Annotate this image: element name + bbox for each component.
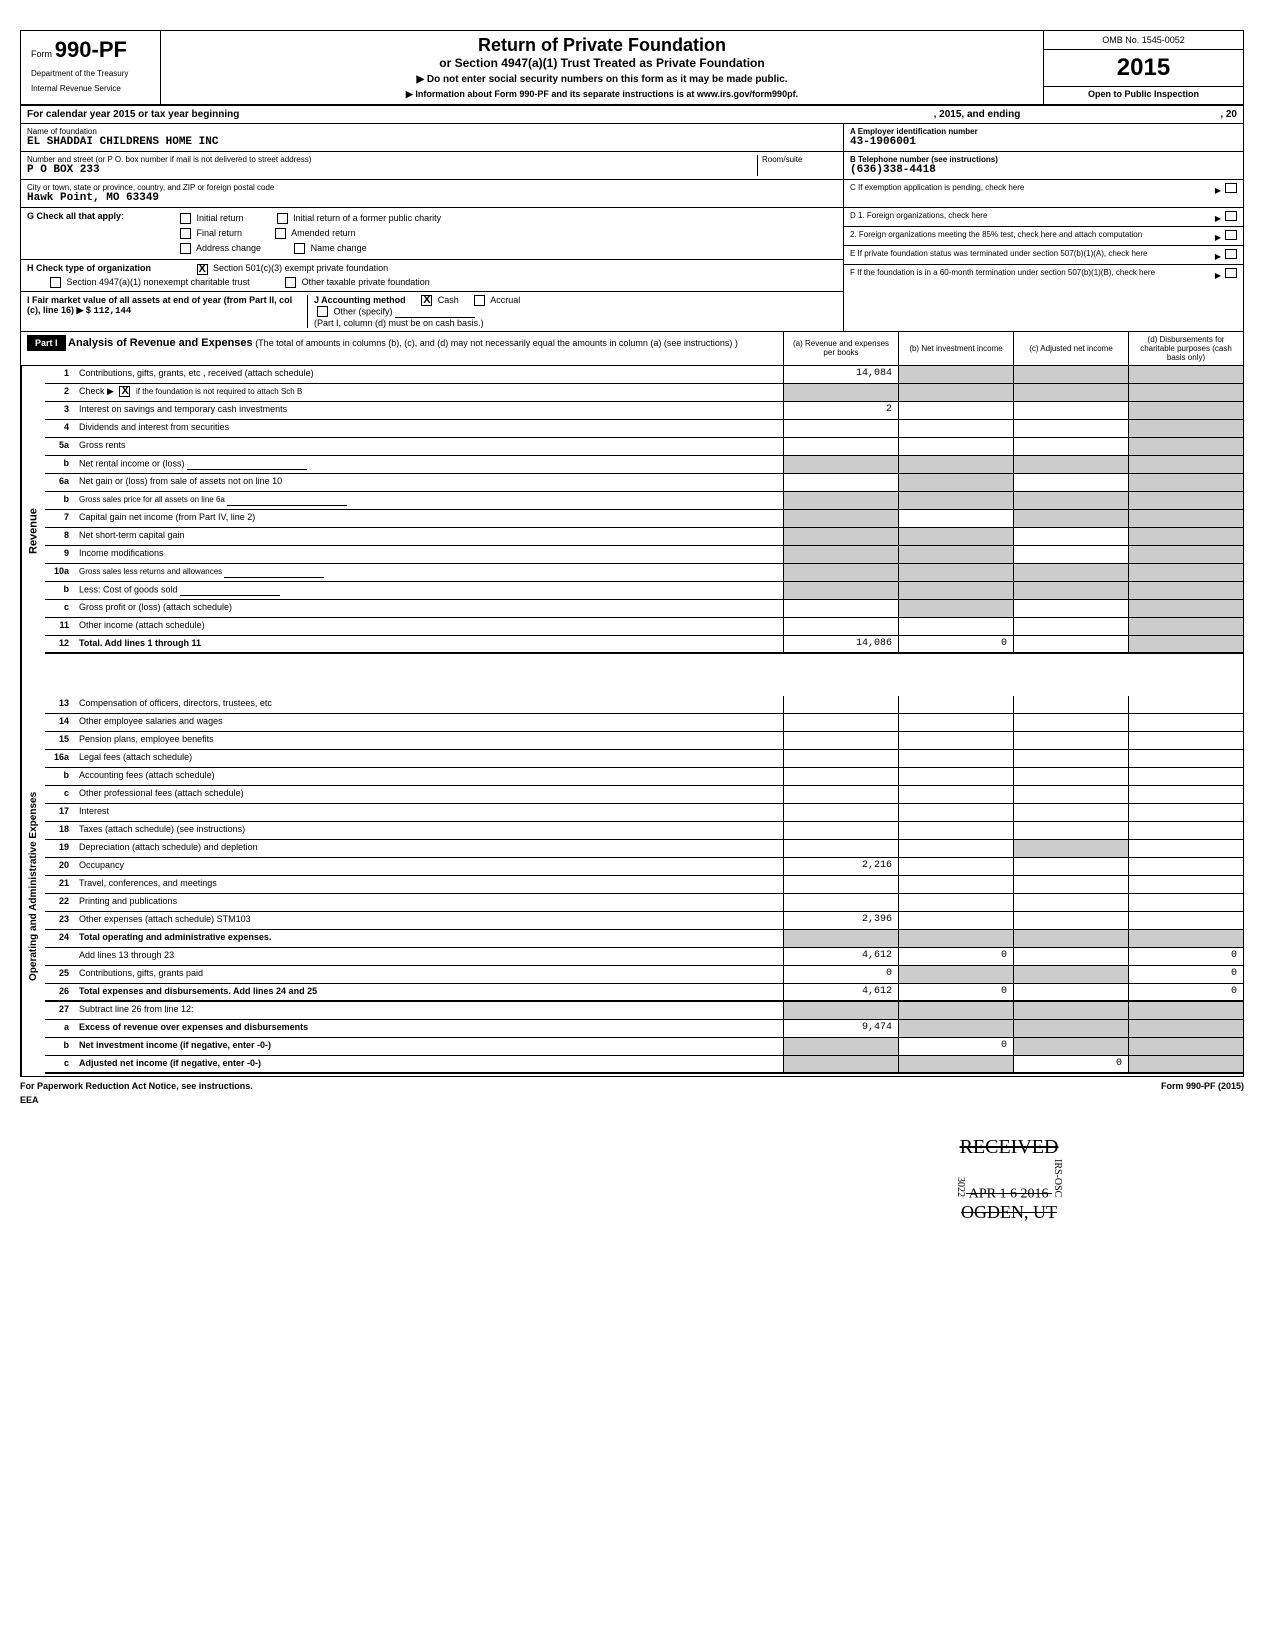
foundation-name: EL SHADDAI CHILDRENS HOME INC xyxy=(27,136,837,148)
period-row: For calendar year 2015 or tax year begin… xyxy=(21,106,1243,124)
revenue-side-label: Revenue xyxy=(21,366,45,696)
foundation-info: Name of foundation EL SHADDAI CHILDRENS … xyxy=(21,124,1243,208)
ein-label: A Employer identification number xyxy=(850,127,1237,136)
cb-sch-b[interactable] xyxy=(119,386,130,397)
cb-name-change[interactable] xyxy=(294,243,305,254)
paperwork-notice: For Paperwork Reduction Act Notice, see … xyxy=(20,1081,253,1091)
e-label: E If private foundation status was termi… xyxy=(850,249,1147,261)
irs-label: Internal Revenue Service xyxy=(31,84,150,93)
initial-return-label: Initial return xyxy=(197,213,244,223)
tax-year: 2015 xyxy=(1044,50,1243,86)
col-c-header: (c) Adjusted net income xyxy=(1013,332,1128,365)
omb-number: OMB No. 1545-0052 xyxy=(1044,31,1243,50)
expenses-side-label: Operating and Administrative Expenses xyxy=(21,696,45,1076)
fmv-value: 112,144 xyxy=(93,306,131,316)
ein-value: 43-1906001 xyxy=(850,136,1237,148)
phone-value: (636)338-4418 xyxy=(850,164,1237,176)
opt-501c3: Section 501(c)(3) exempt private foundat… xyxy=(213,263,388,273)
form-reference: Form 990-PF (2015) xyxy=(1161,1081,1244,1091)
name-change-label: Name change xyxy=(311,243,367,253)
name-label: Name of foundation xyxy=(27,127,837,136)
h-label: H Check type of organization xyxy=(27,263,151,273)
subtitle: or Section 4947(a)(1) Trust Treated as P… xyxy=(171,56,1033,70)
room-label: Room/suite xyxy=(762,155,837,164)
final-return-label: Final return xyxy=(197,228,243,238)
j-label: J Accounting method xyxy=(314,295,406,305)
opt-4947: Section 4947(a)(1) nonexempt charitable … xyxy=(67,277,250,287)
city-label: City or town, state or province, country… xyxy=(27,183,837,192)
open-inspection: Open to Public Inspection xyxy=(1044,86,1243,101)
year-box: OMB No. 1545-0052 2015 Open to Public In… xyxy=(1043,31,1243,104)
period-mid: , 2015, and ending xyxy=(934,109,1021,120)
cb-other-method[interactable] xyxy=(317,306,328,317)
opt-other-taxable: Other taxable private foundation xyxy=(302,277,430,287)
cb-final-return[interactable] xyxy=(180,228,191,239)
accrual-label: Accrual xyxy=(490,295,520,305)
foundation-address: P O BOX 233 xyxy=(27,164,757,176)
initial-former-label: Initial return of a former public charit… xyxy=(293,213,441,223)
instruction-2: ▶ Information about Form 990-PF and its … xyxy=(171,89,1033,100)
period-end: , 20 xyxy=(1220,109,1237,120)
page-footer: For Paperwork Reduction Act Notice, see … xyxy=(20,1077,1244,1095)
amended-label: Amended return xyxy=(291,228,356,238)
cb-amended[interactable] xyxy=(275,228,286,239)
cb-address-change[interactable] xyxy=(180,243,191,254)
revenue-expense-table: RECEIVED 3022 APR 1 6 2016 IRS-OSC OGDEN… xyxy=(21,366,1243,1076)
col-b-header: (b) Net investment income xyxy=(898,332,1013,365)
part1-header-row: Part I Analysis of Revenue and Expenses … xyxy=(21,332,1243,366)
col-a-header: (a) Revenue and expenses per books xyxy=(783,332,898,365)
foundation-city: Hawk Point, MO 63349 xyxy=(27,192,837,204)
received-stamp: RECEIVED 3022 APR 1 6 2016 IRS-OSC OGDEN… xyxy=(955,1136,1063,1223)
c-label: C If exemption application is pending, c… xyxy=(850,183,1024,195)
instruction-1: ▶ Do not enter social security numbers o… xyxy=(171,74,1033,85)
i-label: I Fair market value of all assets at end… xyxy=(27,295,292,315)
phone-label: B Telephone number (see instructions) xyxy=(850,155,1237,164)
d2-label: 2. Foreign organizations meeting the 85%… xyxy=(850,230,1142,242)
part1-note: (The total of amounts in columns (b), (c… xyxy=(255,338,738,348)
other-method-label: Other (specify) xyxy=(334,306,393,316)
form-990pf: Form 990-PF Department of the Treasury I… xyxy=(20,30,1244,1077)
part1-title: Analysis of Revenue and Expenses xyxy=(68,337,253,349)
period-text: For calendar year 2015 or tax year begin… xyxy=(27,109,239,120)
cb-accrual[interactable] xyxy=(474,295,485,306)
form-number: 990-PF xyxy=(55,37,127,62)
addr-label: Number and street (or P O. box number if… xyxy=(27,155,757,164)
title-box: Return of Private Foundation or Section … xyxy=(161,31,1043,104)
form-label: Form xyxy=(31,49,52,59)
d1-label: D 1. Foreign organizations, check here xyxy=(850,211,987,223)
cb-initial-former[interactable] xyxy=(277,213,288,224)
f-label: F If the foundation is in a 60-month ter… xyxy=(850,268,1155,280)
form-header: Form 990-PF Department of the Treasury I… xyxy=(21,31,1243,106)
cb-4947[interactable] xyxy=(50,277,61,288)
eea-label: EEA xyxy=(20,1095,1244,1105)
cb-cash[interactable] xyxy=(421,295,432,306)
cb-other-taxable[interactable] xyxy=(285,277,296,288)
cb-501c3[interactable] xyxy=(197,264,208,275)
cb-initial-return[interactable] xyxy=(180,213,191,224)
main-title: Return of Private Foundation xyxy=(171,35,1033,56)
cash-label: Cash xyxy=(438,295,459,305)
form-number-box: Form 990-PF Department of the Treasury I… xyxy=(21,31,161,104)
g-label: G Check all that apply: xyxy=(27,211,177,256)
part1-badge: Part I xyxy=(27,335,66,351)
cash-basis-note: (Part I, column (d) must be on cash basi… xyxy=(314,318,837,328)
dept-treasury: Department of the Treasury xyxy=(31,69,150,78)
col-d-header: (d) Disbursements for charitable purpose… xyxy=(1128,332,1243,365)
address-change-label: Address change xyxy=(196,243,261,253)
